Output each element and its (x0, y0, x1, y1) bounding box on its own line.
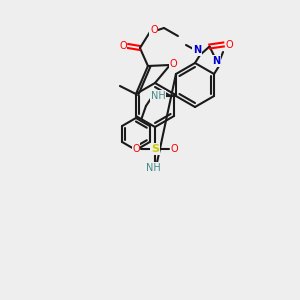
Text: O: O (150, 25, 158, 35)
Text: O: O (170, 144, 178, 154)
Text: NH: NH (146, 163, 160, 173)
Text: NH: NH (151, 91, 165, 101)
Text: O: O (119, 41, 127, 51)
Text: N: N (193, 45, 201, 55)
Text: O: O (226, 40, 233, 50)
Text: S: S (151, 144, 159, 154)
Text: O: O (169, 59, 177, 69)
Text: O: O (132, 144, 140, 154)
Text: N: N (212, 56, 220, 66)
